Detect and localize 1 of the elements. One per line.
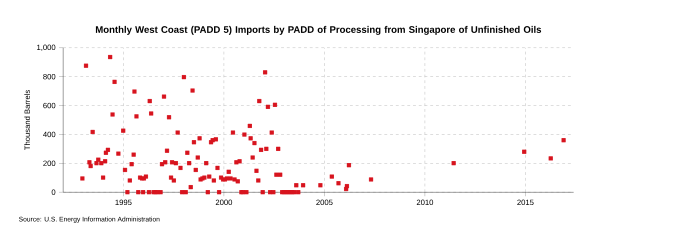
chart-title: Monthly West Coast (PADD 5) Imports by PADD of Processing from Singapore of Unfinished Oils	[96, 26, 542, 36]
